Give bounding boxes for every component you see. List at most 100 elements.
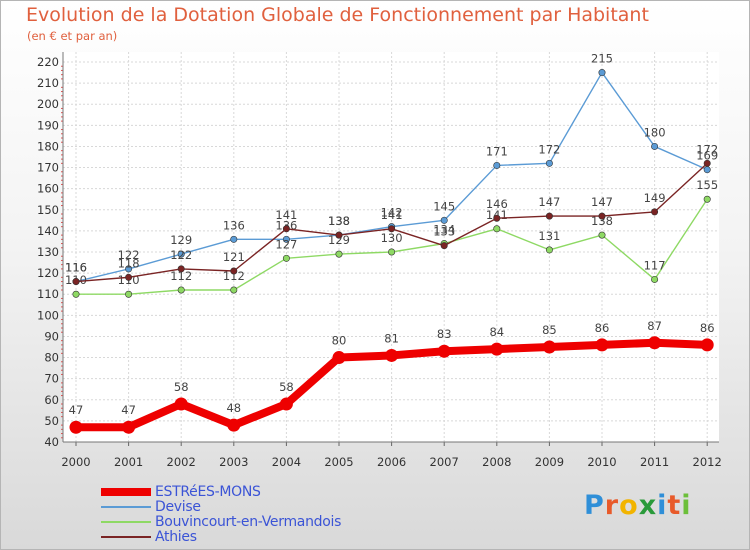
data-point — [703, 166, 711, 174]
x-tick-label: 2008 — [482, 455, 511, 469]
x-tick-label: 2006 — [377, 455, 406, 469]
data-point — [545, 246, 553, 254]
chart-subtitle: (en € et par an) — [27, 29, 118, 43]
data-label: 136 — [223, 218, 245, 232]
data-point — [332, 351, 346, 365]
data-point — [227, 418, 241, 432]
data-label: 138 — [591, 214, 613, 228]
data-point — [177, 286, 185, 294]
data-label: 215 — [591, 52, 613, 66]
data-point — [542, 340, 556, 354]
y-tick-label: 200 — [37, 97, 59, 111]
legend-label: Bouvincourt-en-Vermandois — [155, 514, 342, 530]
legend-label: ESTRéES-MONS — [155, 484, 261, 500]
data-point — [335, 250, 343, 258]
data-label: 146 — [486, 197, 508, 211]
data-label: 129 — [328, 233, 350, 247]
logo-letter: i — [657, 490, 668, 521]
data-label: 81 — [384, 331, 399, 345]
x-tick-label: 2011 — [640, 455, 669, 469]
data-point — [440, 242, 448, 250]
data-label: 138 — [328, 214, 350, 228]
data-point — [282, 235, 290, 243]
data-point — [335, 231, 343, 239]
y-tick-label: 190 — [37, 118, 59, 132]
x-tick-label: 2009 — [535, 455, 564, 469]
y-tick-label: 210 — [37, 76, 59, 90]
y-tick-label: 130 — [37, 245, 59, 259]
y-tick-label: 150 — [37, 203, 59, 217]
data-point — [703, 159, 711, 167]
data-label: 87 — [647, 319, 662, 333]
data-label: 131 — [538, 229, 560, 243]
data-point — [700, 338, 714, 352]
data-label: 142 — [381, 206, 403, 220]
data-point — [177, 265, 185, 273]
x-tick-label: 2005 — [324, 455, 353, 469]
data-label: 112 — [170, 269, 192, 283]
data-point — [493, 161, 501, 169]
y-tick-label: 50 — [44, 414, 59, 428]
data-label: 134 — [433, 223, 455, 237]
legend-label: Devise — [155, 499, 201, 515]
data-label: 145 — [433, 199, 455, 213]
data-label: 48 — [226, 401, 241, 415]
data-point — [388, 248, 396, 256]
data-label: 133 — [433, 225, 455, 239]
x-tick-label: 2000 — [61, 455, 90, 469]
data-point — [651, 142, 659, 150]
data-label: 112 — [223, 269, 245, 283]
data-label: 86 — [700, 321, 715, 335]
data-label: 172 — [696, 142, 718, 156]
data-point — [440, 216, 448, 224]
data-point — [598, 69, 606, 77]
data-point — [125, 273, 133, 281]
data-label: 172 — [538, 142, 560, 156]
data-point — [648, 336, 662, 350]
x-tick-label: 2007 — [430, 455, 459, 469]
y-tick-label: 80 — [44, 351, 59, 365]
data-label: 116 — [65, 261, 87, 275]
data-point — [545, 159, 553, 167]
data-label: 122 — [118, 248, 140, 262]
y-tick-label: 180 — [37, 139, 59, 153]
data-point — [598, 231, 606, 239]
x-tick-label: 2001 — [114, 455, 143, 469]
logo-letter: r — [604, 490, 620, 521]
data-label: 116 — [65, 261, 87, 275]
data-label: 80 — [332, 334, 347, 348]
data-point — [545, 212, 553, 220]
data-point — [493, 214, 501, 222]
data-point — [437, 344, 451, 358]
data-point — [651, 208, 659, 216]
data-point — [230, 235, 238, 243]
y-tick-label: 40 — [44, 435, 59, 449]
chart-title: Evolution de la Dotation Globale de Fonc… — [26, 4, 649, 26]
x-tick-label: 2012 — [693, 455, 722, 469]
data-point — [388, 225, 396, 233]
data-point — [230, 286, 238, 294]
data-point — [230, 267, 238, 275]
y-tick-label: 100 — [37, 308, 59, 322]
proxiti-logo: Proxiti — [584, 490, 692, 521]
y-tick-label: 140 — [37, 224, 59, 238]
logo-letter: P — [584, 490, 605, 521]
data-point — [177, 250, 185, 258]
data-label: 122 — [170, 248, 192, 262]
data-point — [122, 420, 136, 434]
y-tick-label: 220 — [37, 55, 59, 69]
data-point — [493, 225, 501, 233]
x-tick-label: 2003 — [219, 455, 248, 469]
data-label: 86 — [595, 321, 610, 335]
data-label: 171 — [486, 144, 508, 158]
data-label: 138 — [328, 214, 350, 228]
data-label: 85 — [542, 323, 557, 337]
data-label: 147 — [591, 195, 613, 209]
y-tick-label: 110 — [37, 287, 59, 301]
data-point — [651, 275, 659, 283]
data-label: 130 — [381, 231, 403, 245]
y-tick-label: 90 — [44, 329, 59, 343]
y-tick-label: 170 — [37, 161, 59, 175]
